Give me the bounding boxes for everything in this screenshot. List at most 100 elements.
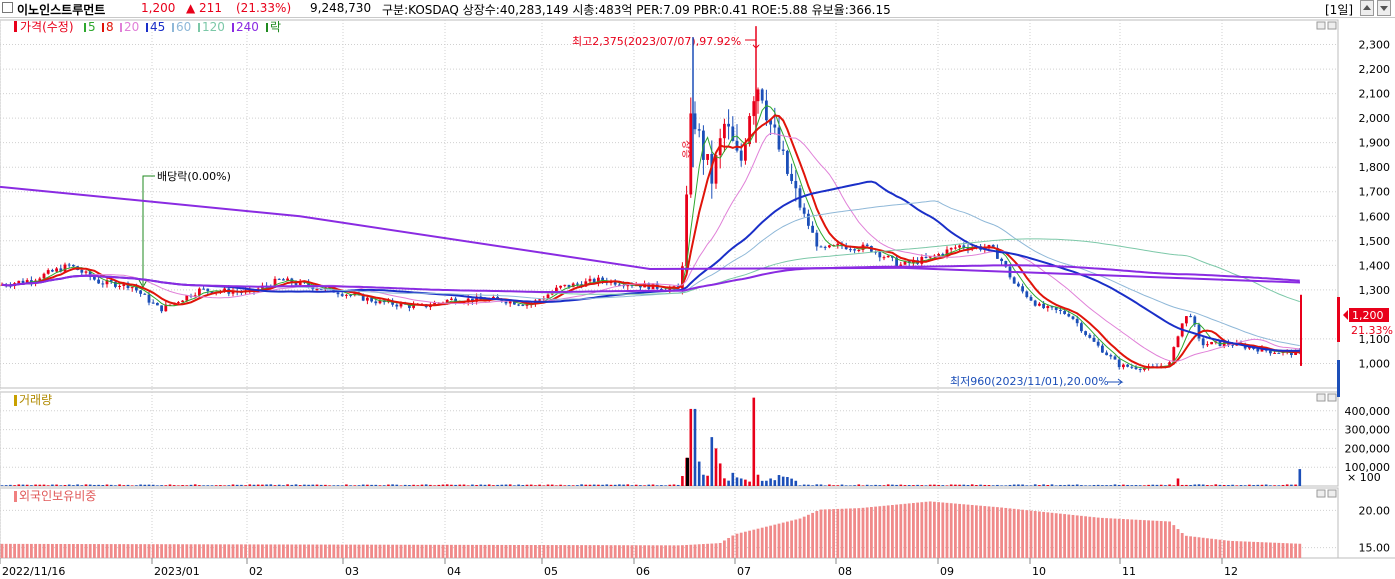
volume-bar xyxy=(139,484,142,486)
foreign-bar xyxy=(265,544,268,558)
foreign-bar xyxy=(177,544,180,558)
foreign-bar xyxy=(51,543,54,558)
candle-body xyxy=(819,246,823,248)
period-selector[interactable]: [1일] xyxy=(1325,3,1354,17)
price-tick-label: 1,300 xyxy=(1359,284,1391,297)
candle-body xyxy=(756,89,760,102)
foreign-bar xyxy=(571,545,575,558)
foreign-bar xyxy=(1143,520,1146,558)
foreign-bar xyxy=(823,509,827,558)
candle-body xyxy=(1256,348,1260,352)
foreign-bar xyxy=(1012,508,1016,558)
candle-body xyxy=(1038,303,1041,306)
foreign-bar xyxy=(979,505,982,558)
volume-bar xyxy=(1109,485,1113,486)
volume-bar xyxy=(970,484,974,486)
candle-body xyxy=(991,244,995,248)
volume-bar xyxy=(151,484,155,486)
foreign-bar xyxy=(206,544,210,558)
price-panel-frame xyxy=(0,19,1339,389)
candle-body xyxy=(471,298,474,302)
candle-body xyxy=(924,256,928,258)
scroll-down-icon[interactable] xyxy=(1377,0,1391,19)
volume-bar xyxy=(256,484,260,486)
foreign-bar xyxy=(294,544,298,558)
candle-body xyxy=(1168,362,1171,367)
candle-body xyxy=(67,264,71,266)
foreign-bar xyxy=(303,544,306,558)
foreign-bar xyxy=(630,545,634,558)
volume-bar xyxy=(1227,485,1230,486)
volume-bar xyxy=(538,484,541,486)
foreign-bar xyxy=(353,544,357,558)
foreign-bar xyxy=(895,504,898,558)
candle-body xyxy=(1029,297,1033,301)
foreign-bar xyxy=(567,545,571,558)
candle-body xyxy=(1059,309,1062,311)
volume-bar xyxy=(1105,485,1108,486)
foreign-bar xyxy=(1256,542,1260,558)
volume-bar xyxy=(1008,484,1012,486)
volume-bar xyxy=(34,484,37,486)
candle-body xyxy=(1273,352,1276,354)
candle-body xyxy=(114,281,117,287)
candle-body xyxy=(193,295,197,297)
volume-bar xyxy=(676,484,680,486)
volume-bar xyxy=(370,484,373,486)
foreign-bar xyxy=(450,544,453,558)
volume-bar xyxy=(93,484,96,486)
candle-body xyxy=(538,299,541,301)
volume-bar xyxy=(399,485,403,486)
scroll-up-icon[interactable] xyxy=(1360,0,1374,19)
candle-body xyxy=(156,302,159,306)
volume-bar xyxy=(345,484,348,486)
candle-body xyxy=(210,291,214,294)
volume-bar xyxy=(605,484,609,486)
foreign-bar xyxy=(130,544,134,558)
foreign-bar xyxy=(996,507,999,558)
foreign-bar xyxy=(437,544,441,558)
foreign-bar xyxy=(584,545,588,558)
volume-bar xyxy=(962,484,966,486)
foreign-bar xyxy=(370,544,373,558)
volume-bar xyxy=(798,485,802,486)
foreign-bar xyxy=(891,505,894,558)
volume-bar xyxy=(1050,484,1054,486)
ma-20-line xyxy=(1,132,1300,362)
candle-body xyxy=(966,247,970,250)
foreign-bar xyxy=(592,545,596,558)
foreign-bar xyxy=(366,544,369,558)
foreign-bar xyxy=(424,544,428,558)
foreign-bar xyxy=(76,544,79,558)
foreign-bar xyxy=(282,544,285,558)
foreign-bar xyxy=(1147,520,1150,558)
volume-bar xyxy=(1201,484,1205,486)
foreign-bar xyxy=(1248,541,1251,558)
volume-bar xyxy=(1206,485,1209,486)
dividend-marker-line xyxy=(142,175,155,285)
candle-body xyxy=(231,291,235,294)
checkbox-icon[interactable] xyxy=(2,2,13,16)
foreign-bar xyxy=(151,544,155,558)
foreign-bar xyxy=(790,520,793,558)
volume-bar xyxy=(324,484,327,486)
foreign-bar xyxy=(1054,513,1058,558)
volume-bar xyxy=(1025,485,1029,486)
volume-bar xyxy=(1298,469,1302,486)
candle-body xyxy=(1096,341,1100,346)
foreign-bar xyxy=(248,544,252,558)
legend-ma-8: 8 xyxy=(106,20,114,34)
volume-bar xyxy=(303,484,306,486)
foreign-bar xyxy=(828,509,831,558)
candle-body xyxy=(164,304,168,312)
foreign-bar xyxy=(340,544,344,558)
foreign-bar xyxy=(382,544,386,558)
volume-bar xyxy=(1029,485,1033,486)
candle-body xyxy=(744,144,747,161)
foreign-bar xyxy=(794,519,798,558)
volume-bar xyxy=(958,484,961,486)
volume-bar xyxy=(878,485,882,486)
volume-bar xyxy=(500,484,504,486)
volume-bar xyxy=(1122,484,1125,486)
